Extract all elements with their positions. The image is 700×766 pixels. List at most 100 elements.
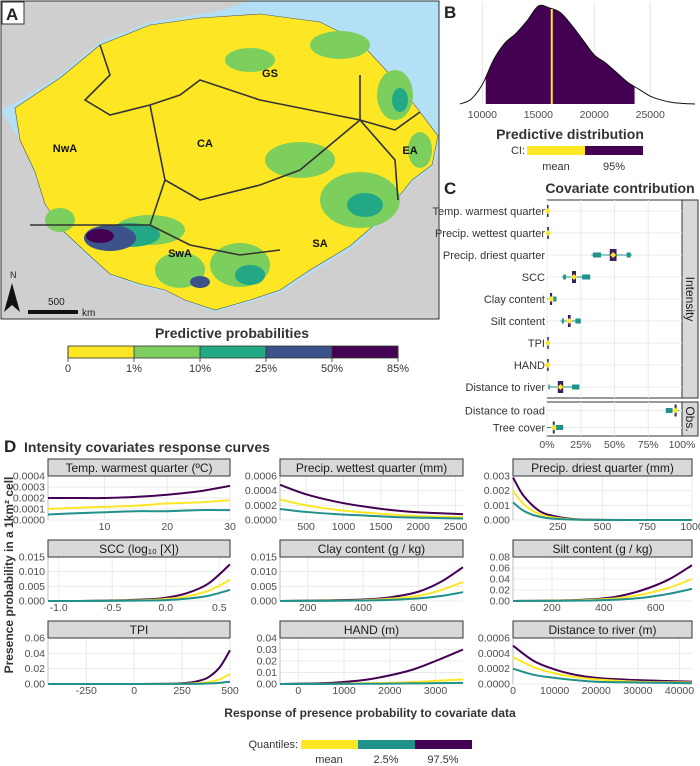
- y-tick-label: 0.000: [19, 596, 45, 608]
- mean-marker: [557, 384, 564, 390]
- curve-mean: [47, 499, 231, 510]
- x-tick-label: 1500: [369, 521, 393, 533]
- covariate-label: Temp. warmest quarter: [433, 206, 546, 218]
- y-tick-label: 0.0004: [245, 485, 277, 497]
- curve-q2-5: [279, 508, 464, 520]
- covariate-label: Precip. wettest quarter: [435, 228, 545, 240]
- x-tick-label: 500: [297, 521, 315, 533]
- north-arrow-icon: [4, 283, 20, 312]
- covariate-label: SCC: [522, 272, 545, 284]
- y-tick-label: 0.04: [490, 574, 511, 586]
- x-tick-label: 0: [131, 685, 137, 697]
- covariate-label: HAND: [514, 360, 545, 372]
- y-tick-label: 0.02: [490, 585, 511, 597]
- region-label-ea: EA: [402, 145, 417, 157]
- y-tick-label: 0.0002: [13, 493, 45, 505]
- x-tick-label: 1000: [680, 521, 700, 533]
- region-label-nwa: NwA: [53, 143, 78, 155]
- north-arrow-label: N: [10, 270, 17, 280]
- y-tick-label: 0.04: [25, 648, 46, 660]
- y-tick-label: 0.00: [25, 679, 46, 691]
- predictive-distribution-chart: 10000 15000 20000 25000 Predictive distribut…: [459, 2, 696, 173]
- legend-break-label: 10%: [189, 363, 211, 375]
- chart-title: Predictive distribution: [496, 126, 644, 142]
- y-tick-label: 0.015: [19, 552, 45, 564]
- legend-break-label: 50%: [321, 363, 343, 375]
- y-tick-label: 0.0006: [245, 471, 277, 483]
- curve-q97-5: [279, 483, 464, 516]
- x-tick-label: 3000: [424, 685, 448, 697]
- panel-c-label: C: [444, 179, 456, 198]
- y-tick-label: 0.003: [484, 471, 510, 483]
- curve-q2-5: [47, 680, 231, 686]
- x-tick-label: 1000: [332, 685, 356, 697]
- x-tick-label: 100%: [669, 439, 696, 451]
- facet-title: Precip. wettest quarter (mm): [296, 461, 447, 475]
- curve-q2-5: [47, 588, 231, 603]
- panel-d-label: D: [4, 437, 16, 456]
- mean-marker: [544, 208, 551, 214]
- mean-marker: [566, 318, 573, 324]
- legend-label: CI:: [511, 145, 525, 157]
- x-tick-label: 1000: [332, 521, 356, 533]
- mean-marker: [550, 424, 557, 431]
- curve-q2-5: [512, 587, 693, 602]
- x-tick-label: 2000: [407, 521, 431, 533]
- mean-marker: [544, 340, 551, 346]
- facet-title: TPI: [130, 623, 149, 637]
- y-tick-label: 0.04: [257, 633, 278, 645]
- x-tick-label: 15000: [524, 109, 553, 121]
- panel-a-label-box: [1, 1, 25, 25]
- y-tick-label: 0.0001: [13, 504, 45, 516]
- y-tick-label: 0.08: [490, 552, 511, 564]
- legend-entry: 97.5%: [427, 754, 458, 766]
- facet-strip-label: Obs.: [683, 406, 697, 431]
- y-tick-label: 0.0000: [13, 515, 45, 527]
- panel-a-label: A: [6, 5, 18, 24]
- curve-q2-5: [512, 667, 693, 685]
- x-tick-label: -250: [76, 685, 97, 697]
- facet-title: Temp. warmest quarter (ºC): [65, 461, 212, 475]
- map-frame: [0, 0, 440, 320]
- x-tick-label: 10000: [468, 109, 497, 121]
- scale-bar-unit: km: [82, 308, 95, 319]
- y-tick-label: 0.00: [490, 596, 511, 608]
- x-tick-label: 400: [595, 602, 613, 614]
- legend-break-label: 85%: [387, 363, 409, 375]
- chart-title: Covariate contribution: [545, 180, 694, 196]
- x-tick-label: 30: [224, 521, 236, 533]
- covariate-label: Distance to road: [465, 406, 545, 418]
- y-tick-label: 0.010: [19, 566, 45, 578]
- mean-marker: [544, 362, 551, 368]
- x-tick-label: 2000: [378, 685, 402, 697]
- facet-title: Clay content (g / kg): [318, 542, 425, 556]
- covariate-label: Clay content: [484, 294, 545, 306]
- legend-swatch: [415, 740, 472, 749]
- region-label-gs: GS: [262, 68, 278, 80]
- y-tick-label: 0.0002: [478, 663, 510, 675]
- map-panel: [1, 1, 439, 319]
- legend-label: Quantiles:: [248, 739, 298, 751]
- legend-swatch: [301, 740, 358, 749]
- covariate-label: TPI: [528, 338, 545, 350]
- ci-95-area: [485, 5, 635, 104]
- facet: Silt content (g / kg)200 400 6000.000.020.…: [490, 539, 693, 614]
- facet: Precip. driest quarter (mm) 250 500 750 100 0…: [484, 458, 700, 533]
- x-tick-label: 25000: [636, 109, 665, 121]
- x-tick-label: 10: [99, 521, 111, 533]
- x-tick-label: 250: [549, 521, 567, 533]
- x-tick-label: 10000: [540, 685, 569, 697]
- curve-q2-5: [512, 501, 693, 522]
- x-tick-label: 0.5: [212, 602, 227, 614]
- response-curves-chart: Intensity covariates response curves Temp…: [2, 439, 700, 766]
- x-tick-label: 20000: [580, 109, 609, 121]
- curve-q97-5: [512, 564, 693, 602]
- facet: SCC (log₁₀ [X]) -1.0 -0.5 0.0 0.5 0.000 0.005 0…: [19, 539, 231, 614]
- legend-break-label: 25%: [255, 363, 277, 375]
- y-tick-label: 0.0003: [13, 482, 45, 494]
- legend-entry: 95%: [603, 161, 625, 173]
- map-legend: 0 1% 10% 25% 50% 85%: [65, 345, 409, 375]
- curve-q2-5: [47, 509, 231, 516]
- x-tick-label: 400: [354, 602, 372, 614]
- y-tick-label: 0.005: [19, 581, 45, 593]
